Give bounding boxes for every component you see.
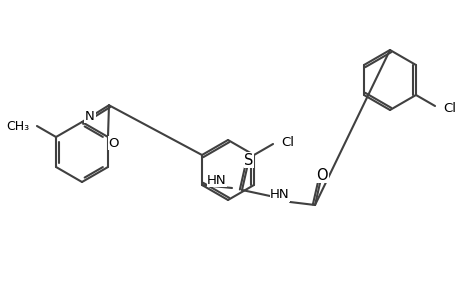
Text: CH₃: CH₃ <box>6 119 29 133</box>
Text: Cl: Cl <box>280 136 293 148</box>
Text: HN: HN <box>269 188 289 202</box>
Text: O: O <box>315 167 327 182</box>
Text: O: O <box>108 136 119 149</box>
Text: Cl: Cl <box>442 101 455 115</box>
Text: S: S <box>244 152 253 167</box>
Text: HN: HN <box>207 173 226 187</box>
Text: N: N <box>85 110 95 122</box>
